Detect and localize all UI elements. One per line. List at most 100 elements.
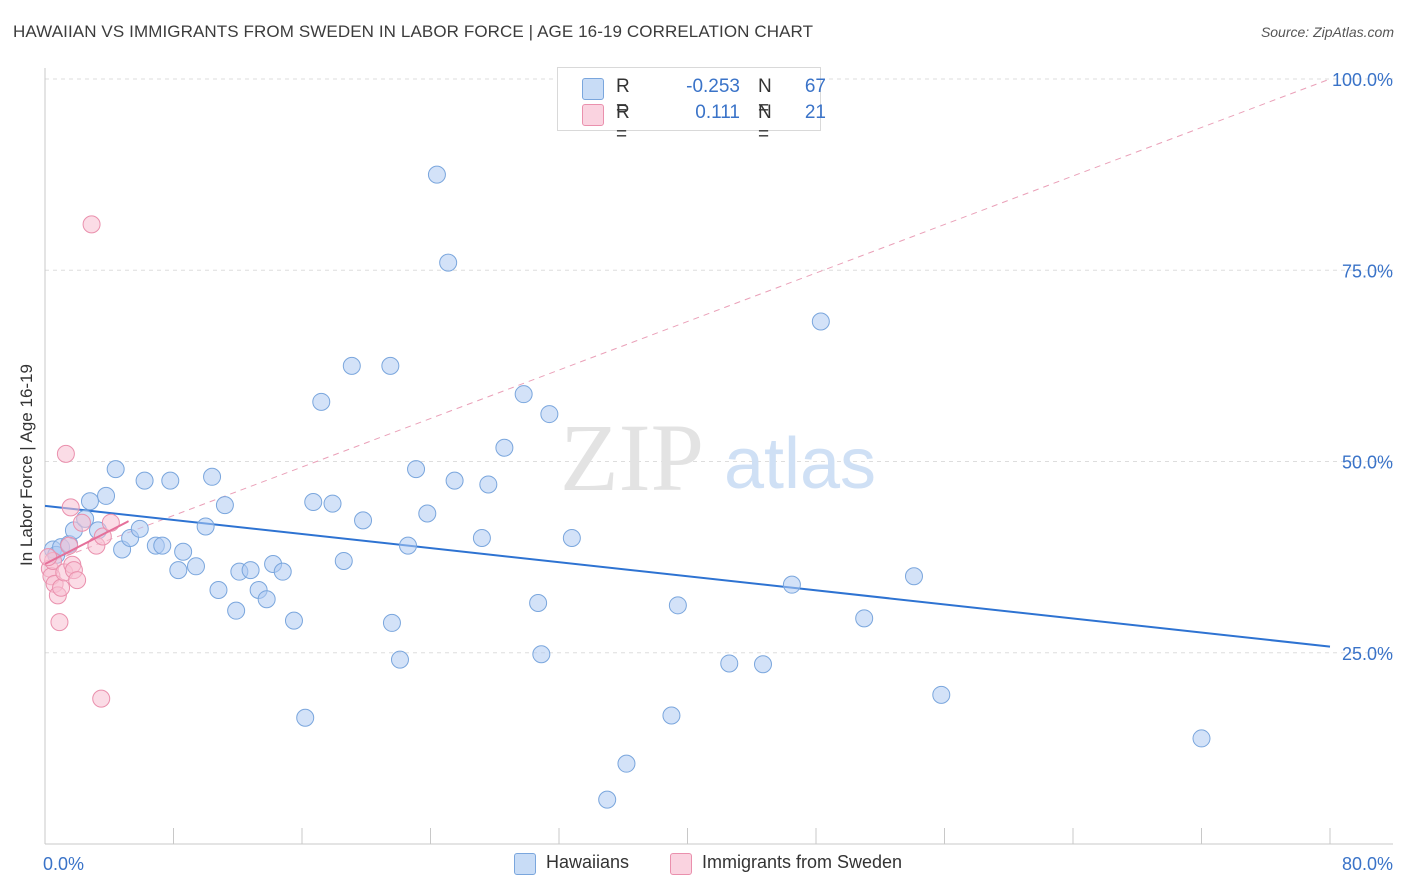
- point-hawaiians: [855, 609, 874, 628]
- point-hawaiians: [479, 475, 498, 494]
- point-sweden: [68, 571, 87, 590]
- legend-n-value: 67: [804, 76, 826, 97]
- point-sweden: [61, 498, 80, 517]
- point-hawaiians: [284, 611, 303, 630]
- point-hawaiians: [382, 613, 401, 632]
- legend-n-label: N =: [758, 76, 772, 119]
- point-hawaiians: [562, 529, 581, 547]
- point-hawaiians: [1192, 729, 1211, 748]
- point-hawaiians: [445, 471, 464, 490]
- correlation-legend: R = -0.253 N = 67 R = 0.111 N = 21: [557, 67, 826, 145]
- point-hawaiians: [130, 519, 149, 538]
- point-hawaiians: [97, 486, 116, 505]
- point-hawaiians: [203, 467, 222, 486]
- point-sweden: [101, 513, 120, 532]
- point-hawaiians: [381, 356, 400, 375]
- point-hawaiians: [174, 542, 193, 561]
- point-hawaiians: [342, 356, 361, 375]
- legend-label-sweden: Immigrants from Sweden: [702, 852, 903, 872]
- point-sweden: [72, 513, 91, 532]
- point-hawaiians: [495, 438, 514, 457]
- point-hawaiians: [427, 165, 446, 184]
- point-hawaiians: [196, 517, 215, 536]
- watermark-atlas: atlas: [724, 424, 876, 504]
- legend-swatch-sweden: [582, 104, 604, 126]
- point-hawaiians: [811, 312, 830, 331]
- point-hawaiians: [617, 754, 636, 773]
- point-hawaiians: [296, 708, 315, 727]
- legend-label-hawaiians: Hawaiians: [546, 852, 630, 872]
- point-sweden: [52, 578, 71, 597]
- trend-lines: [44, 78, 1331, 648]
- point-hawaiians: [439, 253, 458, 272]
- legend-r-value: 0.111: [695, 102, 740, 123]
- point-hawaiians: [354, 511, 373, 530]
- point-hawaiians: [753, 655, 772, 674]
- point-hawaiians: [135, 471, 154, 490]
- point-hawaiians: [80, 492, 99, 511]
- point-hawaiians: [407, 460, 426, 479]
- point-hawaiians: [390, 650, 409, 669]
- trend-line-hawaiians: [44, 504, 1331, 648]
- point-hawaiians: [304, 493, 323, 512]
- legend-n-label: N =: [758, 102, 772, 145]
- point-hawaiians: [169, 561, 188, 580]
- point-hawaiians: [241, 561, 260, 580]
- y-tick-label: 25.0%: [1342, 644, 1393, 664]
- y-tick-label: 50.0%: [1342, 453, 1393, 473]
- point-hawaiians: [215, 496, 234, 515]
- point-hawaiians: [186, 557, 205, 576]
- legend-swatch-hawaiians: [514, 853, 536, 875]
- point-hawaiians: [273, 562, 292, 581]
- point-hawaiians: [782, 575, 801, 594]
- point-hawaiians: [209, 581, 228, 600]
- point-hawaiians: [227, 601, 246, 620]
- point-hawaiians: [312, 392, 331, 411]
- point-hawaiians: [153, 536, 172, 555]
- legend-swatch-sweden: [670, 853, 692, 875]
- trend-line-sweden: [44, 520, 129, 565]
- point-sweden: [56, 444, 75, 463]
- point-hawaiians: [418, 504, 437, 523]
- legend-r-label: R =: [616, 76, 630, 119]
- point-hawaiians: [161, 471, 180, 490]
- point-hawaiians: [720, 654, 739, 673]
- y-tick-label: 75.0%: [1342, 261, 1393, 281]
- point-hawaiians: [334, 551, 353, 570]
- point-sweden: [50, 613, 69, 632]
- point-hawaiians: [529, 594, 548, 613]
- point-hawaiians: [514, 385, 533, 404]
- point-hawaiians: [662, 706, 681, 725]
- watermark: ZIP atlas: [560, 404, 876, 511]
- x-tick-label: 0.0%: [43, 854, 84, 874]
- watermark-zip: ZIP: [560, 404, 704, 511]
- grid-lines: [45, 78, 1393, 654]
- point-hawaiians: [904, 567, 923, 586]
- point-hawaiians: [532, 645, 551, 664]
- point-sweden: [82, 215, 101, 234]
- data-points: [39, 165, 1211, 809]
- point-hawaiians: [106, 460, 125, 479]
- point-hawaiians: [540, 405, 559, 424]
- tick-labels: 25.0% 50.0% 75.0% 100.0% 0.0% 80.0%: [43, 70, 1393, 874]
- y-tick-label: 100.0%: [1332, 70, 1393, 90]
- legend-n-value: 21: [804, 102, 826, 123]
- point-hawaiians: [257, 590, 276, 609]
- legend-swatch-hawaiians: [582, 78, 604, 100]
- legend-r-label: R =: [616, 102, 630, 145]
- source-label: Source: ZipAtlas.com: [1260, 24, 1394, 40]
- x-tick-label: 80.0%: [1342, 854, 1393, 874]
- point-hawaiians: [932, 685, 951, 704]
- point-hawaiians: [323, 494, 342, 513]
- point-hawaiians: [472, 529, 491, 547]
- trend-line-sweden-extended: [44, 78, 1331, 565]
- point-hawaiians: [668, 596, 687, 615]
- point-sweden: [92, 689, 111, 708]
- axes: [44, 68, 1393, 845]
- point-hawaiians: [399, 536, 418, 555]
- chart-title: HAWAIIAN VS IMMIGRANTS FROM SWEDEN IN LA…: [13, 22, 814, 41]
- legend-r-value: -0.253: [686, 76, 740, 97]
- point-hawaiians: [598, 790, 617, 809]
- y-axis-label: In Labor Force | Age 16-19: [17, 364, 36, 566]
